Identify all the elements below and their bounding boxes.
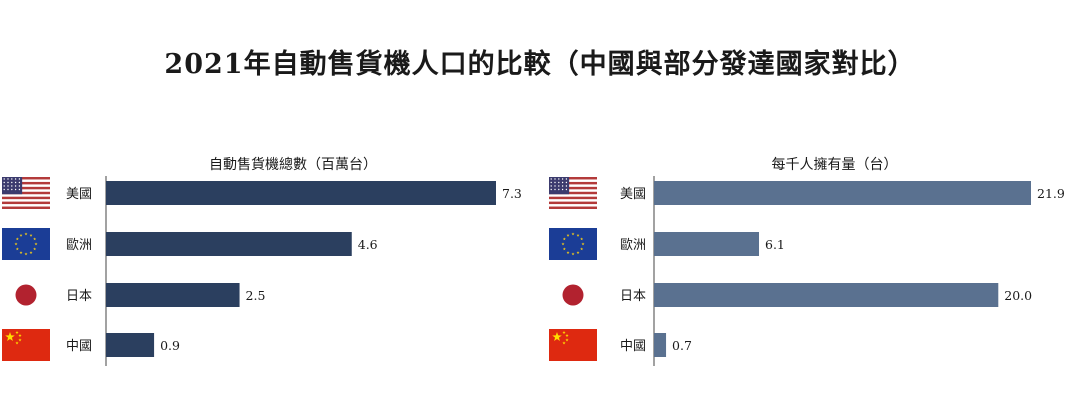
- china-flag-icon: [549, 329, 597, 361]
- china-flag-icon: [2, 329, 50, 361]
- bar: [654, 181, 1031, 205]
- bar: [106, 232, 352, 256]
- value-label: 2.5: [246, 288, 266, 303]
- category-label: 日本: [620, 289, 646, 304]
- japan-flag-icon: [15, 284, 37, 306]
- category-label: 美國: [620, 187, 646, 202]
- category-label: 中國: [66, 339, 92, 354]
- bar: [654, 333, 667, 357]
- category-label: 歐洲: [620, 238, 646, 253]
- panel-title: 自動售貨機總數（百萬台）: [209, 156, 377, 173]
- panel-title: 每千人擁有量（台）: [772, 157, 898, 173]
- category-label: 歐洲: [66, 238, 92, 253]
- bar: [106, 283, 240, 307]
- value-label: 0.9: [160, 338, 180, 353]
- category-label: 美國: [66, 187, 92, 202]
- us-flag-icon: [2, 177, 50, 209]
- bar: [654, 283, 999, 307]
- value-label: 6.1: [765, 237, 785, 252]
- value-label: 7.3: [502, 186, 522, 201]
- eu-flag-icon: [549, 228, 597, 260]
- page-title: 2021年自動售貨機人口的比較（中國與部分發達國家對比）: [164, 49, 916, 80]
- bar: [106, 333, 155, 357]
- category-label: 中國: [620, 339, 646, 354]
- value-label: 0.7: [672, 338, 692, 353]
- us-flag-icon: [549, 177, 597, 209]
- value-label: 4.6: [358, 237, 378, 252]
- value-label: 20.0: [1004, 288, 1032, 303]
- eu-flag-icon: [2, 228, 50, 260]
- category-label: 日本: [66, 289, 92, 304]
- bar: [654, 232, 760, 256]
- total-vending-machines-chart: 自動售貨機總數（百萬台） 美國 7.3 歐洲 4.6 日本 2.5 中國 0.9: [2, 156, 522, 366]
- bar: [106, 181, 496, 205]
- japan-flag-icon: [562, 284, 584, 306]
- per-thousand-chart: 每千人擁有量（台） 美國 21.9 歐洲 6.1 日本 20.0 中國 0.7: [549, 157, 1065, 366]
- value-label: 21.9: [1037, 186, 1065, 201]
